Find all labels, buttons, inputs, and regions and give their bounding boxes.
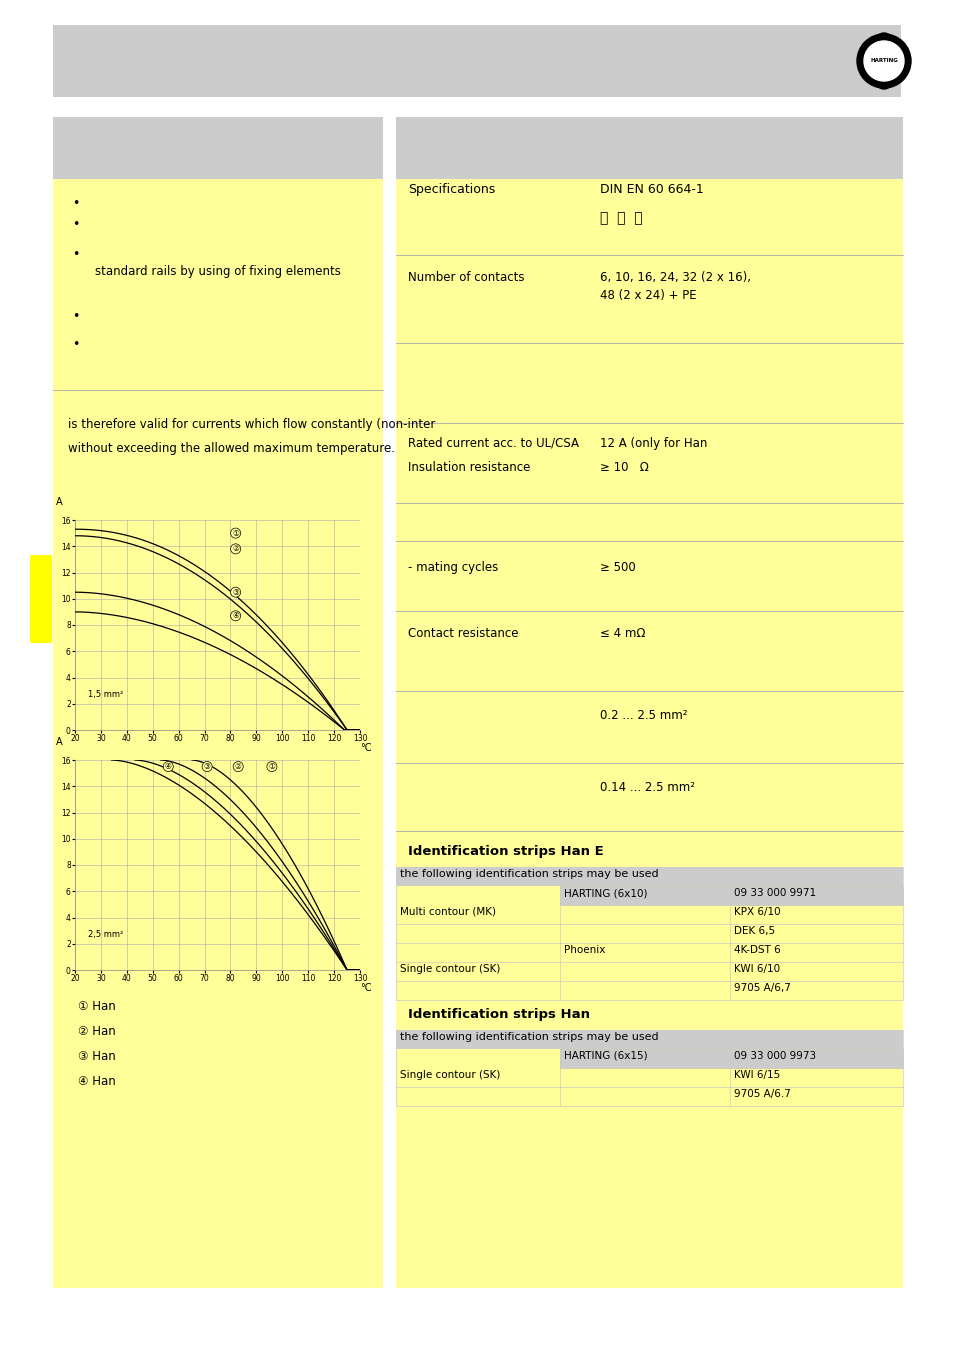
Text: •: • xyxy=(71,197,79,211)
Text: ≥ 10   Ω: ≥ 10 Ω xyxy=(599,460,648,474)
Text: Insulation resistance: Insulation resistance xyxy=(408,460,530,474)
Text: ④: ④ xyxy=(232,612,239,620)
Text: 9705 A/6,7: 9705 A/6,7 xyxy=(733,983,790,994)
Text: Single contour (SK): Single contour (SK) xyxy=(399,964,500,973)
Bar xyxy=(53,180,382,1288)
Bar xyxy=(395,180,902,1288)
Text: Contact resistance: Contact resistance xyxy=(408,626,518,640)
Text: Multi contour (MK): Multi contour (MK) xyxy=(399,907,496,917)
Text: ②: ② xyxy=(234,761,241,771)
Y-axis label: A: A xyxy=(56,497,63,508)
Text: ④: ④ xyxy=(165,761,172,771)
X-axis label: °C: °C xyxy=(359,743,371,752)
Text: the following identification strips may be used: the following identification strips may … xyxy=(399,869,658,879)
Text: Specifications: Specifications xyxy=(408,184,495,196)
Text: ③: ③ xyxy=(204,761,211,771)
Text: HARTING (6x15): HARTING (6x15) xyxy=(563,1052,647,1061)
Text: ②: ② xyxy=(232,544,239,554)
Text: Number of contacts: Number of contacts xyxy=(408,271,524,284)
Circle shape xyxy=(874,72,892,89)
Text: 0.14 ... 2.5 mm²: 0.14 ... 2.5 mm² xyxy=(599,782,695,794)
Text: 6, 10, 16, 24, 32 (2 x 16),: 6, 10, 16, 24, 32 (2 x 16), xyxy=(599,271,750,284)
Bar xyxy=(53,117,382,180)
Bar xyxy=(395,1030,902,1049)
Text: Rated current acc. to UL/CSA: Rated current acc. to UL/CSA xyxy=(408,437,578,450)
Text: ①: ① xyxy=(232,529,239,537)
Text: ③ Han: ③ Han xyxy=(78,1050,115,1062)
Text: 4K-DST 6: 4K-DST 6 xyxy=(733,945,780,954)
Text: 0.2 ... 2.5 mm²: 0.2 ... 2.5 mm² xyxy=(599,709,687,722)
Bar xyxy=(729,886,902,904)
Bar xyxy=(395,117,902,180)
Bar xyxy=(395,867,902,886)
Text: ≤ 4 mΩ: ≤ 4 mΩ xyxy=(599,626,645,640)
Circle shape xyxy=(856,34,910,88)
Bar xyxy=(30,555,52,643)
Text: HARTING (6x10): HARTING (6x10) xyxy=(563,888,647,898)
Text: Identification strips Han: Identification strips Han xyxy=(408,1008,589,1021)
Text: •: • xyxy=(71,217,79,231)
Text: 09 33 000 9971: 09 33 000 9971 xyxy=(733,888,815,898)
Text: •: • xyxy=(71,338,79,351)
Text: Single contour (SK): Single contour (SK) xyxy=(399,1071,500,1080)
Text: ③: ③ xyxy=(232,587,239,597)
Text: KWI 6/10: KWI 6/10 xyxy=(733,964,780,973)
Text: is therefore valid for currents which flow constantly (non-inter: is therefore valid for currents which fl… xyxy=(68,418,435,431)
Text: ① Han: ① Han xyxy=(78,1000,115,1012)
Bar xyxy=(559,1049,729,1068)
Text: •: • xyxy=(71,248,79,261)
Text: Ⓤ  Ⓢ  Ⓐ: Ⓤ Ⓢ Ⓐ xyxy=(599,211,642,225)
Text: standard rails by using of fixing elements: standard rails by using of fixing elemen… xyxy=(95,265,340,278)
Text: ② Han: ② Han xyxy=(78,1025,115,1038)
Bar xyxy=(559,886,729,904)
Text: HARTING: HARTING xyxy=(869,58,897,63)
Text: 48 (2 x 24) + PE: 48 (2 x 24) + PE xyxy=(599,289,696,302)
Text: KPX 6/10: KPX 6/10 xyxy=(733,907,780,917)
Text: DIN EN 60 664-1: DIN EN 60 664-1 xyxy=(599,184,703,196)
Text: ④ Han: ④ Han xyxy=(78,1075,115,1088)
Bar xyxy=(729,1049,902,1068)
X-axis label: °C: °C xyxy=(359,983,371,992)
Text: - mating cycles: - mating cycles xyxy=(408,562,497,574)
Bar xyxy=(53,26,900,97)
Text: KWI 6/15: KWI 6/15 xyxy=(733,1071,780,1080)
Text: without exceeding the allowed maximum temperature.: without exceeding the allowed maximum te… xyxy=(68,441,395,455)
Text: 12 A (only for Han: 12 A (only for Han xyxy=(599,437,706,450)
Text: ≥ 500: ≥ 500 xyxy=(599,562,635,574)
Text: the following identification strips may be used: the following identification strips may … xyxy=(399,1031,658,1042)
Text: Phoenix: Phoenix xyxy=(563,945,605,954)
Text: DEK 6,5: DEK 6,5 xyxy=(733,926,774,936)
Text: 2,5 mm²: 2,5 mm² xyxy=(88,930,123,940)
Circle shape xyxy=(874,32,892,51)
Text: ①: ① xyxy=(268,761,275,771)
Text: 1,5 mm²: 1,5 mm² xyxy=(88,690,123,699)
Circle shape xyxy=(863,40,903,81)
Text: 09 33 000 9973: 09 33 000 9973 xyxy=(733,1052,815,1061)
Text: 9705 A/6.7: 9705 A/6.7 xyxy=(733,1089,790,1099)
Y-axis label: A: A xyxy=(56,737,63,748)
Text: Identification strips Han E: Identification strips Han E xyxy=(408,845,603,859)
Text: •: • xyxy=(71,310,79,323)
